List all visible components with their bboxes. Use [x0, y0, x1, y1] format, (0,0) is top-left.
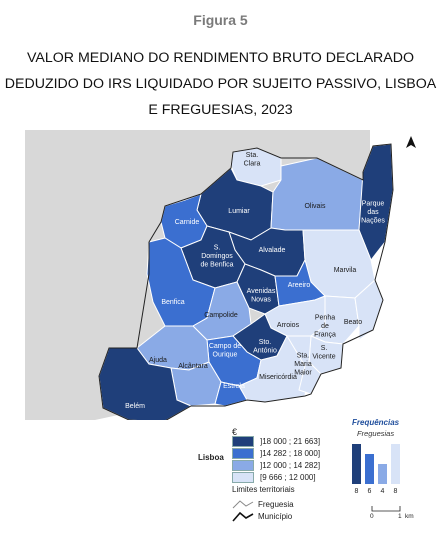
- limit-row: Município: [232, 510, 292, 522]
- parish-label: Nações: [361, 218, 385, 225]
- scale-bar: [371, 506, 401, 512]
- frequency-bar: [365, 454, 374, 484]
- legend-label: ]18 000 ; 21 663]: [260, 437, 321, 446]
- parish-label: Parque: [362, 201, 385, 208]
- parish-label: Belém: [125, 403, 145, 410]
- limit-label: Município: [258, 511, 293, 521]
- map-title: VALOR MEDIANO DO RENDIMENTO BRUTO DECLAR…: [0, 45, 441, 123]
- frequency-bar: [391, 444, 400, 484]
- parish-label: Carnide: [175, 219, 200, 226]
- parish-label: Ourique: [213, 351, 238, 358]
- parish-label: S.: [321, 345, 328, 352]
- parish-label: Sta.: [297, 353, 310, 360]
- scale-label: 0: [370, 513, 374, 520]
- frequencies-subtitle: Freguesias: [357, 429, 395, 438]
- figure-label: Figura 5: [193, 12, 248, 28]
- legend-region: Lisboa: [198, 453, 224, 462]
- legend-swatch: [232, 448, 254, 459]
- parish-label: de Benfica: [200, 262, 233, 269]
- frequency-label: 6: [368, 488, 372, 495]
- legend-row: [9 666 ; 12 000]: [232, 472, 316, 483]
- legend-swatch: [232, 436, 254, 447]
- limits-title: Limites territoriais: [232, 485, 295, 494]
- parish-label: Maior: [294, 370, 312, 377]
- parish-label: Beato: [344, 319, 362, 326]
- limit-row: Freguesia: [232, 498, 294, 510]
- parish-label: de: [321, 323, 329, 330]
- parish-label: Sta.: [246, 152, 259, 159]
- parish-label: Estrela: [223, 383, 245, 390]
- title-line: VALOR MEDIANO DO RENDIMENTO BRUTO DECLAR…: [26, 50, 415, 66]
- title-line: DEDUZIDO DO IRS LIQUIDADO POR SUJEITO PA…: [4, 76, 437, 92]
- legend-swatch: [232, 472, 254, 483]
- parish-label: Avenidas: [247, 288, 276, 295]
- parish-label: Vicente: [312, 353, 335, 360]
- parish-region: Alcântara: [170, 361, 222, 407]
- parish-label: Novas: [251, 296, 271, 303]
- parish-label: Maria: [294, 361, 312, 368]
- parish-boundary-icon: [232, 500, 254, 509]
- legend-swatch: [232, 460, 254, 471]
- parish-label: Alvalade: [259, 247, 286, 254]
- parish-label: Campolide: [204, 312, 238, 319]
- legend-row: ]12 000 ; 14 282]: [232, 460, 320, 471]
- parish-label: Olivais: [304, 203, 326, 210]
- parish-label: das: [367, 209, 379, 216]
- parish-label: Penha: [315, 315, 335, 322]
- frequencies-title: Frequências: [352, 418, 400, 427]
- frequency-label: 8: [355, 488, 359, 495]
- parish-label: S.: [214, 245, 221, 252]
- parish-label: António: [253, 347, 277, 354]
- parish-label: Lumiar: [228, 208, 250, 215]
- parish-label: Arroios: [277, 322, 300, 329]
- parish-label: Marvila: [334, 267, 357, 274]
- legend-row: ]18 000 ; 21 663]: [232, 436, 320, 447]
- frequency-label: 4: [381, 488, 385, 495]
- scale-label: 1: [398, 513, 402, 520]
- parish-label: França: [314, 332, 336, 339]
- frequency-bar: [352, 444, 361, 484]
- parish-label: Ajuda: [149, 357, 167, 364]
- scale-label: km: [405, 513, 414, 520]
- parish-label: Benfica: [161, 299, 184, 306]
- parish-label: Domingos: [201, 253, 233, 260]
- legend-unit: €: [232, 427, 238, 437]
- legend-label: [9 666 ; 12 000]: [260, 473, 316, 482]
- parish-label: Misericórdia: [259, 374, 297, 381]
- parish-label: Clara: [244, 160, 261, 167]
- municipality-boundary-icon: [232, 511, 254, 522]
- limit-label: Freguesia: [258, 499, 294, 509]
- legend-label: ]12 000 ; 14 282]: [260, 461, 321, 470]
- frequency-bar: [378, 464, 387, 484]
- municipality-outline: [98, 143, 394, 420]
- north-arrow-icon: [406, 136, 416, 148]
- legend-row: ]14 282 ; 18 000]: [232, 448, 320, 459]
- frequencies-chart: 8 6 4 8: [352, 444, 400, 495]
- parish-label: Alcântara: [178, 363, 208, 370]
- parish-label: Sto.: [259, 339, 272, 346]
- parish-label: Areeiro: [288, 282, 311, 289]
- parish-label: Campo de: [209, 343, 241, 350]
- title-line: E FREGUESIAS, 2023: [148, 102, 293, 118]
- legend-label: ]14 282 ; 18 000]: [260, 449, 321, 458]
- frequency-label: 8: [394, 488, 398, 495]
